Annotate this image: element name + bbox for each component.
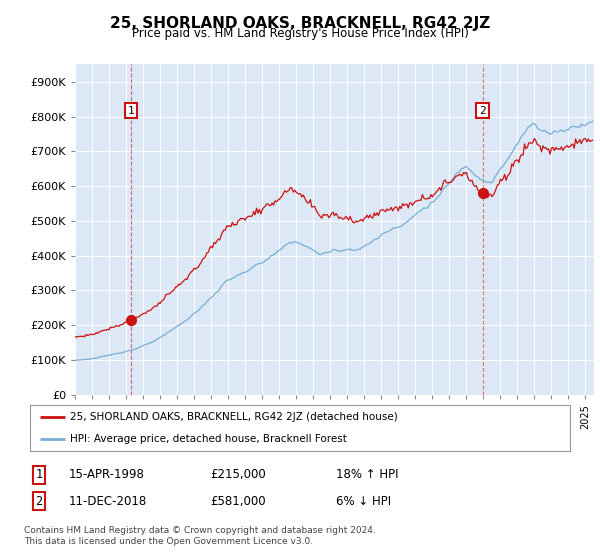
- Text: £581,000: £581,000: [210, 494, 266, 508]
- Text: 15-APR-1998: 15-APR-1998: [69, 468, 145, 482]
- Text: Price paid vs. HM Land Registry's House Price Index (HPI): Price paid vs. HM Land Registry's House …: [131, 27, 469, 40]
- Text: 6% ↓ HPI: 6% ↓ HPI: [336, 494, 391, 508]
- Text: £215,000: £215,000: [210, 468, 266, 482]
- Text: HPI: Average price, detached house, Bracknell Forest: HPI: Average price, detached house, Brac…: [71, 434, 347, 444]
- Text: 11-DEC-2018: 11-DEC-2018: [69, 494, 147, 508]
- Text: Contains HM Land Registry data © Crown copyright and database right 2024.
This d: Contains HM Land Registry data © Crown c…: [24, 526, 376, 546]
- Text: 18% ↑ HPI: 18% ↑ HPI: [336, 468, 398, 482]
- Text: 25, SHORLAND OAKS, BRACKNELL, RG42 2JZ (detached house): 25, SHORLAND OAKS, BRACKNELL, RG42 2JZ (…: [71, 412, 398, 422]
- Text: 2: 2: [479, 106, 486, 116]
- Text: 1: 1: [35, 468, 43, 482]
- Text: 2: 2: [35, 494, 43, 508]
- Text: 1: 1: [127, 106, 134, 116]
- Text: 25, SHORLAND OAKS, BRACKNELL, RG42 2JZ: 25, SHORLAND OAKS, BRACKNELL, RG42 2JZ: [110, 16, 490, 31]
